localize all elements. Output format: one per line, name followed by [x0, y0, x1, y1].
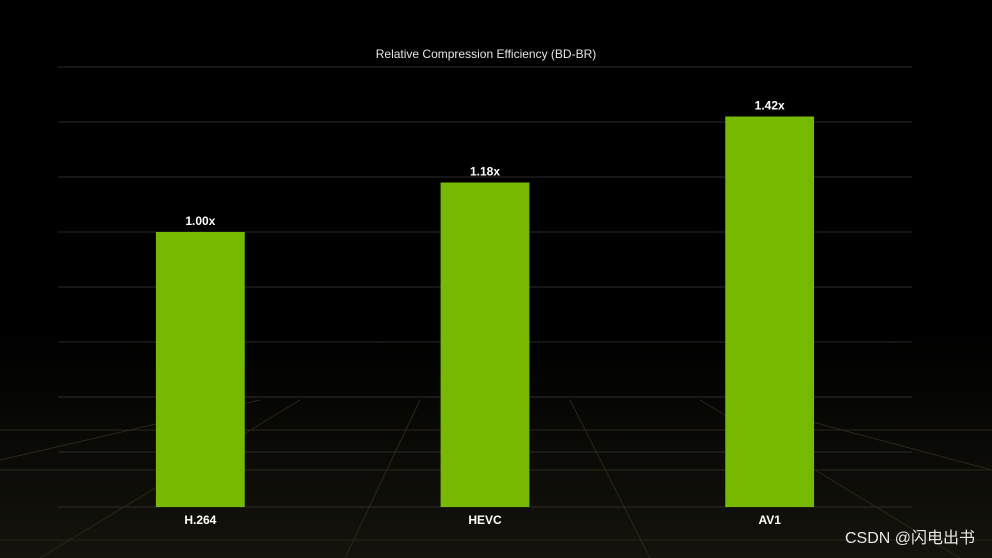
x-tick-label: HEVC	[468, 513, 502, 527]
watermark: CSDN @闪电出书	[845, 529, 975, 547]
value-label: 1.18x	[470, 165, 500, 179]
bar	[440, 182, 530, 507]
chart-title: Relative Compression Efficiency (BD-BR)	[376, 47, 597, 61]
x-tick-label: H.264	[184, 513, 216, 527]
x-tick-label: AV1	[758, 513, 781, 527]
bar	[155, 232, 245, 507]
bar	[725, 116, 815, 507]
value-label: 1.42x	[755, 99, 785, 113]
value-label: 1.00x	[185, 214, 215, 228]
